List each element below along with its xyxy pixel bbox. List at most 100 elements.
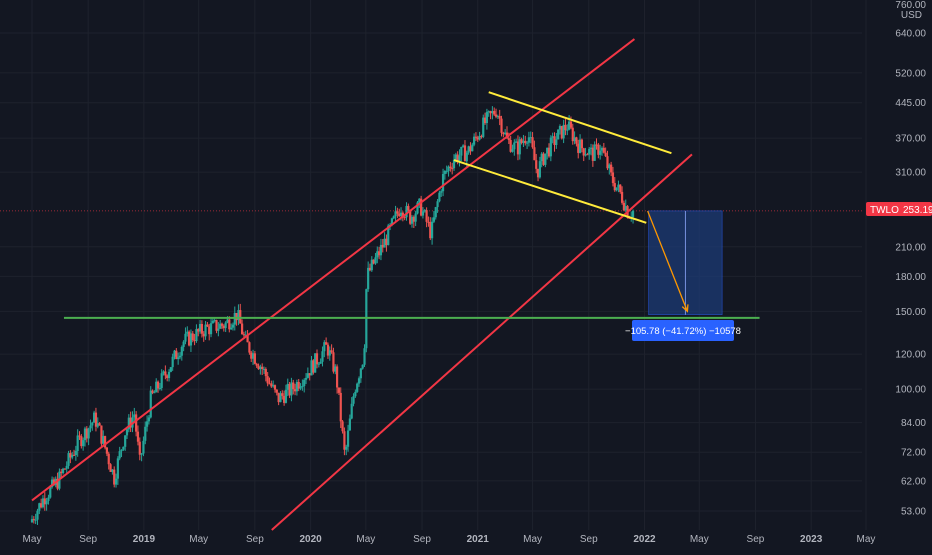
candle-body [430, 221, 434, 239]
candle-body [151, 390, 154, 393]
x-tick-label: Sep [246, 534, 264, 545]
y-tick-label: 370.00 [895, 134, 926, 145]
arrow-head [681, 304, 689, 313]
candle-body [36, 510, 39, 520]
candle-body [145, 421, 149, 427]
candle-body [582, 148, 585, 156]
wedge-line[interactable] [453, 159, 647, 224]
wedge-line[interactable] [488, 91, 672, 155]
candle-body [469, 146, 472, 152]
candle-body [175, 350, 178, 360]
candle-body [98, 423, 101, 426]
candle-body [242, 334, 246, 336]
candle-body [317, 363, 320, 365]
candle-body [142, 440, 145, 454]
x-tick-label: May [523, 534, 542, 545]
candle-body [83, 428, 87, 441]
candle-body [162, 371, 165, 374]
candle-body [434, 207, 437, 218]
candle-body [129, 417, 132, 428]
candle-body [335, 366, 339, 388]
candle-body [184, 333, 187, 342]
candle-body [575, 137, 578, 144]
candle-body [87, 428, 90, 439]
candle-body [535, 160, 538, 169]
projection[interactable] [647, 210, 723, 316]
candle-body [462, 145, 465, 147]
candle-body [485, 112, 488, 124]
candle-body [306, 373, 309, 378]
candle-body [217, 328, 220, 331]
candle-body [43, 498, 46, 505]
candle-body [361, 364, 364, 369]
time-axis[interactable]: May Sep 2019 May Sep 2020 May Sep 2021 May Sep 2022… [23, 534, 876, 545]
candle-body [436, 201, 439, 208]
candle-body [414, 213, 417, 222]
candle-body [140, 453, 143, 455]
candle-body [425, 210, 428, 222]
candle-body [438, 192, 441, 202]
candle-body [418, 198, 421, 203]
candle-body [198, 323, 202, 332]
candle-body [491, 110, 494, 114]
candle-body [494, 114, 498, 117]
candle-body [476, 137, 479, 140]
candle-body [52, 479, 56, 485]
candle-body [496, 115, 499, 117]
candle-body [169, 367, 172, 372]
candle-body [367, 267, 370, 290]
candle-body [259, 366, 262, 370]
candle-body [299, 386, 302, 389]
candle-body [498, 115, 501, 119]
candle-body [76, 435, 79, 451]
candle-body [244, 334, 247, 336]
channel-line[interactable] [271, 153, 693, 531]
candle-body [547, 147, 551, 157]
candle-body [208, 326, 211, 335]
candle-body [200, 323, 204, 334]
candle-body [314, 353, 317, 373]
x-tick-label: Sep [747, 534, 765, 545]
x-tick-label: May [690, 534, 709, 545]
candle-body [281, 393, 284, 396]
candle-body [378, 251, 381, 256]
drawings[interactable] [31, 38, 760, 531]
candle-body [93, 412, 96, 423]
candle-body [61, 468, 65, 474]
candle-body [454, 154, 457, 160]
candle-body [286, 383, 289, 390]
candle-body [102, 436, 105, 444]
candle-body [50, 479, 54, 488]
candle-body [96, 423, 99, 427]
candle-body [231, 324, 235, 328]
candle-body [525, 142, 529, 144]
channel-line[interactable] [31, 38, 636, 502]
price-axis[interactable]: 760.00 USD 53.00 62.00 72.00 84.00 100.00 120… [895, 0, 926, 517]
y-tick-label: 62.00 [901, 476, 926, 487]
projection-label: −105.78 (−41.72%) −10578 [625, 320, 741, 341]
candle-body [465, 152, 468, 162]
candle-body [374, 257, 377, 264]
candle-body [219, 323, 222, 329]
candle-body [513, 142, 516, 150]
candle-body [542, 153, 545, 165]
price-badge-symbol: TWLO [870, 205, 899, 216]
candle-body [502, 132, 505, 135]
candle-body [421, 211, 425, 216]
candle-body [620, 191, 624, 203]
candle-body [447, 166, 450, 171]
candle-body [549, 137, 552, 157]
candle-body [516, 141, 520, 155]
candle-body [82, 440, 85, 447]
candle-body [325, 342, 328, 345]
candle-body [500, 118, 503, 133]
candle-body [303, 379, 306, 387]
candle-body [586, 154, 589, 156]
candle-body [449, 166, 452, 169]
candle-body [363, 348, 366, 365]
candle-body [191, 333, 194, 341]
candle-body [562, 124, 565, 139]
candle-body [613, 183, 616, 191]
